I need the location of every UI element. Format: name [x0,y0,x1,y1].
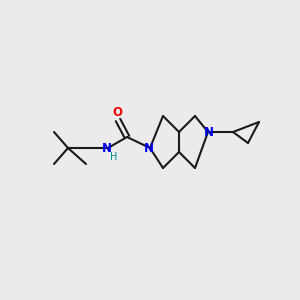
Text: N: N [102,142,112,155]
Text: H: H [110,152,118,162]
Text: N: N [204,125,214,139]
Text: O: O [112,106,122,118]
Text: N: N [144,142,154,154]
